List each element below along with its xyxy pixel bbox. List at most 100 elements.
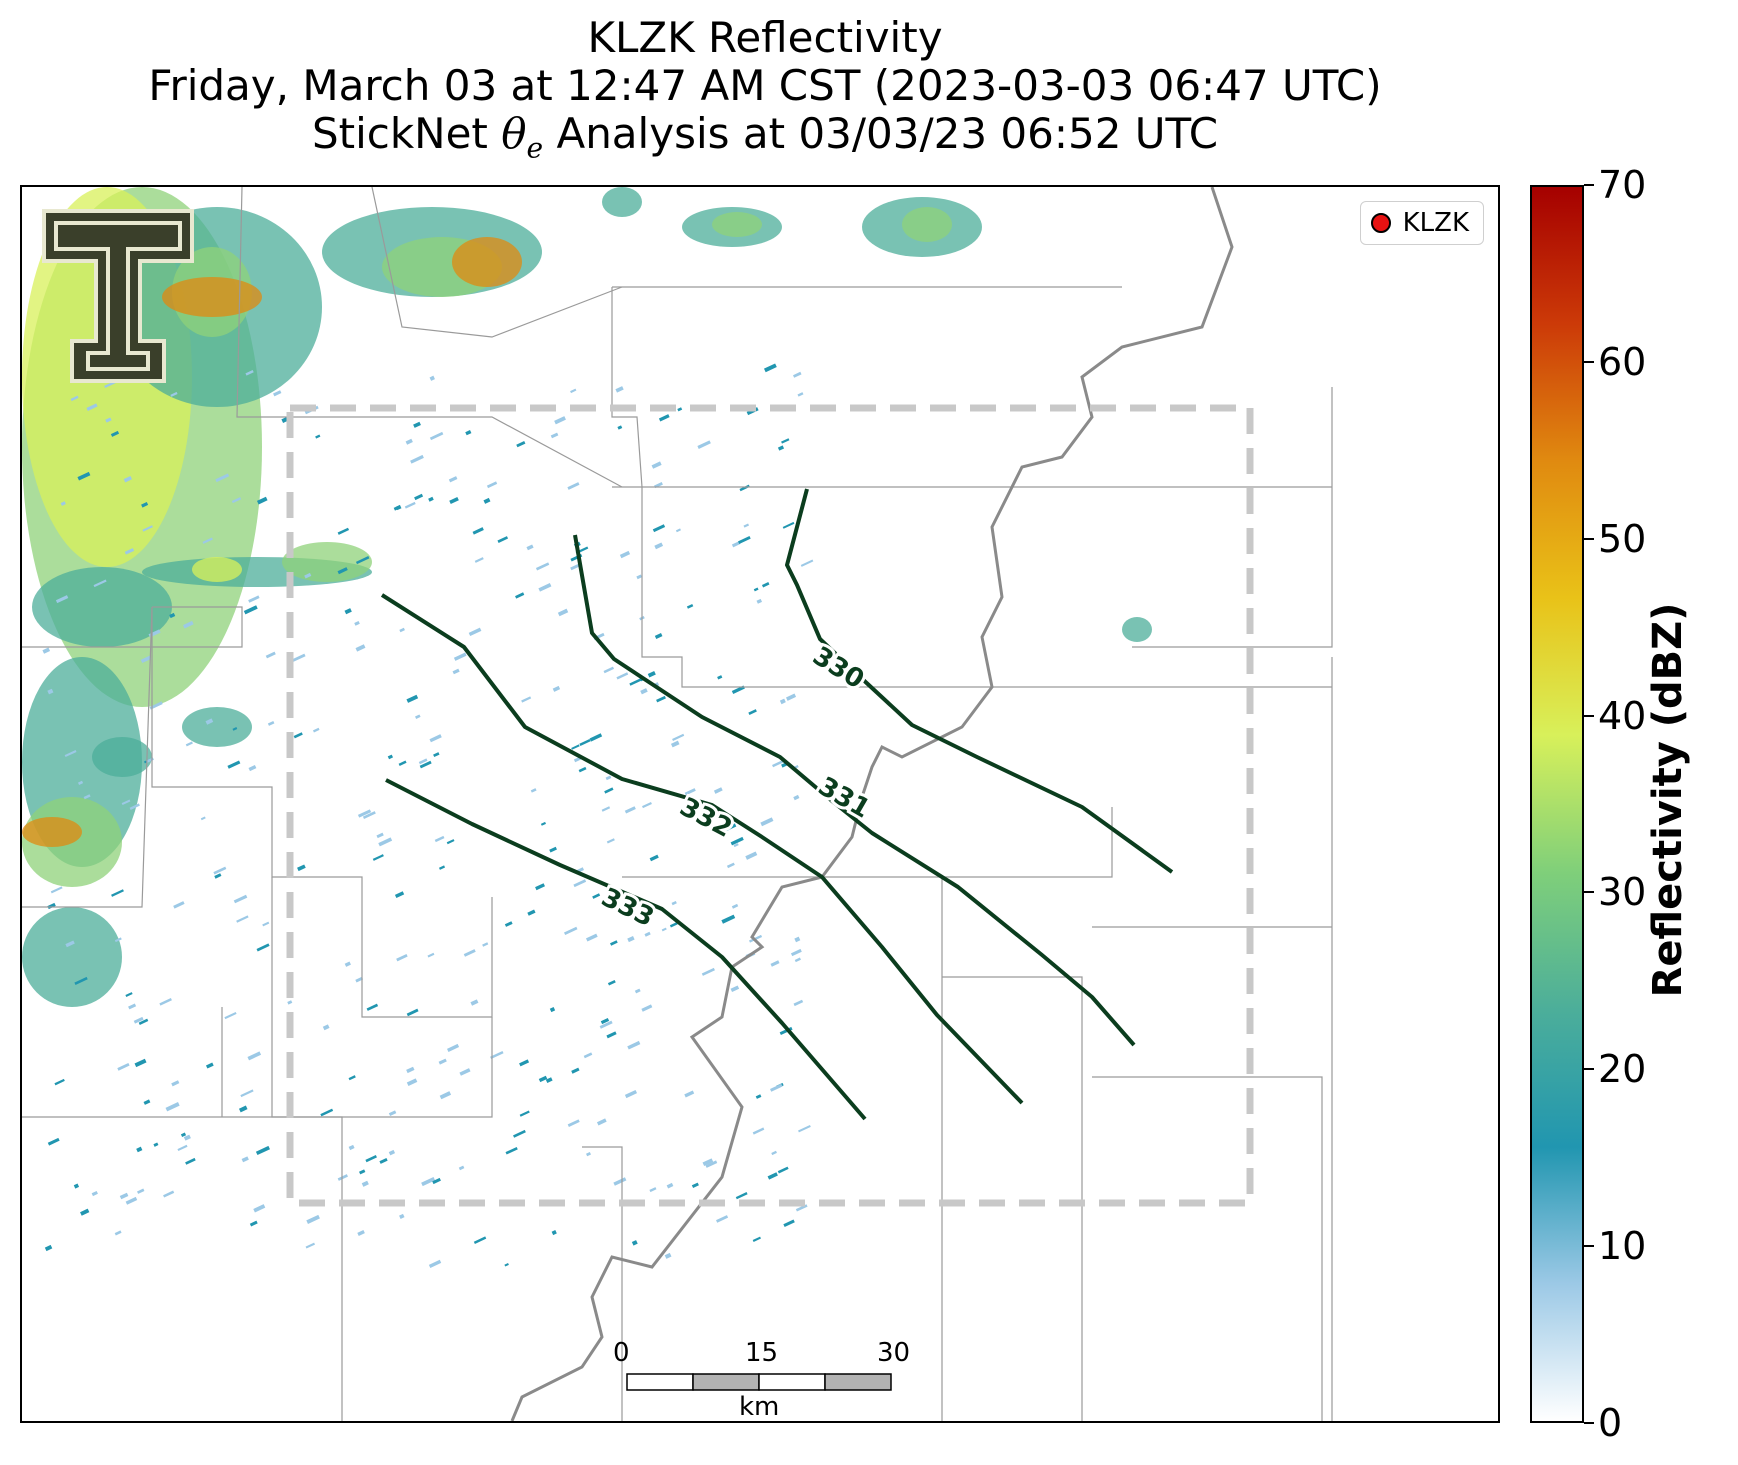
title-time: Friday, March 03 at 12:47 AM CST (2023-0… [148, 61, 1382, 110]
title-radar: KLZK Reflectivity [587, 13, 943, 62]
echo-speck [419, 760, 432, 769]
echo-speck [483, 497, 491, 504]
echo-speck [262, 921, 270, 927]
echo-speck [396, 953, 408, 962]
echo-speck [641, 1004, 653, 1012]
echo-speck [504, 921, 513, 927]
echo-speck [627, 935, 635, 943]
echo-speck [664, 1252, 672, 1259]
echo-speck [236, 915, 249, 923]
echo-speck [783, 1219, 795, 1228]
echo-speck [726, 862, 735, 869]
echo-speck [724, 823, 737, 832]
reflectivity-colorbar [1530, 185, 1584, 1423]
echo-speck [312, 727, 320, 733]
colorbar-tick [1584, 1068, 1594, 1071]
echo-speck [656, 695, 666, 703]
echo-speck [248, 764, 257, 772]
echo-speck [123, 476, 133, 483]
echo-speck [756, 598, 763, 604]
echo-speck [256, 943, 270, 952]
county-border [1092, 387, 1333, 1421]
echo-cell [712, 212, 762, 237]
echo-speck [654, 633, 663, 640]
echo-speck [47, 688, 54, 695]
echo-speck [731, 685, 745, 695]
county-border [622, 807, 1113, 1421]
echo-speck [337, 527, 350, 535]
theta-e-contour [785, 488, 1174, 874]
echo-speck [661, 927, 667, 932]
echo-speck [413, 421, 421, 428]
echo-speck [129, 803, 140, 810]
colorbar-tick-label: 30 [1598, 870, 1647, 915]
county-border [271, 877, 493, 1118]
echo-speck [535, 883, 545, 891]
scale-bar-tick-label: 15 [745, 1338, 779, 1368]
colorbar-tick-label: 40 [1598, 693, 1647, 738]
echo-speck [83, 794, 91, 800]
echo-speck [785, 693, 797, 701]
echo-speck [468, 627, 482, 637]
echo-speck [672, 733, 685, 741]
echo-speck [540, 821, 546, 826]
echo-speck [458, 1165, 465, 1171]
echo-speck [616, 672, 629, 680]
echo-speck [159, 998, 172, 1006]
echo-speck [557, 608, 569, 617]
echo-speck [513, 1129, 526, 1138]
echo-speck [592, 893, 601, 899]
echo-speck [538, 1075, 548, 1083]
echo-speck [77, 471, 91, 481]
echo-speck [735, 1192, 748, 1200]
echo-cell [192, 557, 242, 582]
echo-speck [583, 1052, 593, 1059]
echo-speck [170, 391, 178, 397]
echo-speck [527, 909, 536, 916]
echo-speck [564, 926, 578, 936]
echo-speck [530, 788, 537, 793]
echo-speck [600, 1017, 610, 1025]
echo-speck [599, 1020, 613, 1029]
echo-speck [589, 733, 603, 742]
echo-speck [128, 1003, 137, 1010]
echo-speck [782, 521, 795, 529]
echo-speck [165, 1102, 180, 1112]
echo-speck [119, 1192, 129, 1200]
echo-speck [137, 1188, 145, 1194]
echo-speck [273, 390, 282, 397]
echo-speck [793, 999, 804, 1007]
echo-speck [73, 1183, 80, 1189]
radar-map[interactable]: 330 331 332 333 KLZK [20, 185, 1500, 1423]
echo-speck [636, 574, 643, 580]
echo-speck [114, 1230, 122, 1236]
echo-speck [134, 1058, 147, 1068]
echo-speck [733, 843, 739, 848]
echo-cell [22, 907, 122, 1007]
echo-speck [777, 1166, 789, 1174]
echo-speck [490, 1050, 504, 1060]
contour-label: 333 [597, 882, 659, 933]
echo-speck [619, 550, 631, 559]
echo-speck [578, 766, 587, 773]
echo-speck [241, 1156, 249, 1163]
echo-speck [111, 889, 124, 897]
echo-cell [282, 542, 372, 582]
echo-speck [183, 1134, 191, 1141]
colorbar-tick [1584, 891, 1594, 894]
echo-speck [406, 1078, 418, 1087]
echo-speck [452, 668, 460, 675]
echo-speck [521, 696, 532, 703]
echo-speck [414, 493, 424, 501]
echo-speck [205, 718, 214, 725]
echo-speck [684, 1090, 695, 1098]
echo-speck [432, 1177, 441, 1185]
echo-speck [482, 942, 489, 947]
echo-speck [354, 620, 360, 626]
echo-speck [585, 933, 598, 942]
echo-speck [752, 1127, 765, 1135]
echo-speck [731, 541, 741, 548]
echo-cell [1122, 617, 1152, 642]
